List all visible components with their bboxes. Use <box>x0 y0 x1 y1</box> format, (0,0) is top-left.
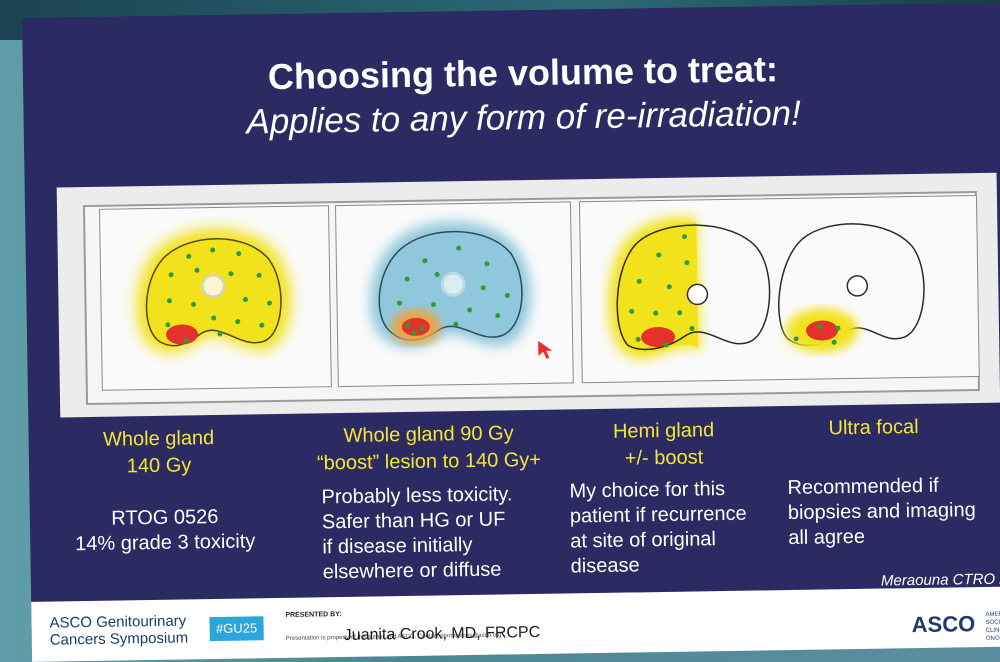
hemi-dose-fill <box>617 222 699 352</box>
desc-whole-gland-boost: Probably less toxicity. Safer than HG or… <box>321 482 553 586</box>
urethra <box>200 273 226 299</box>
symposium-logo: ASCO Genitourinary Cancers Symposium <box>49 612 188 648</box>
asco-sub-line: AMERICAN SOCIETY OF <box>985 611 1000 626</box>
diagram-whole-gland <box>99 205 332 391</box>
focal-illustrations <box>608 217 925 359</box>
desc-line: Recommended if <box>787 474 939 500</box>
label-line: +/- boost <box>624 446 704 470</box>
asco-sub-line: CLINICAL ONCOLOGY <box>985 627 1000 642</box>
label-hemi-gland: Hemi gland +/- boost <box>578 417 749 474</box>
cursor-arrow-icon <box>538 340 553 359</box>
lesion-red <box>401 317 430 336</box>
seeds-hemi <box>629 234 695 348</box>
desc-line: at site of original <box>570 528 717 553</box>
seeds <box>165 247 273 343</box>
desc-line: Probably less toxicity. <box>321 483 513 509</box>
desc-line: 14% grade 3 toxicity <box>75 530 256 556</box>
lesion-focal <box>806 320 839 341</box>
label-line: Ultra focal <box>828 415 919 440</box>
diagram-panel <box>56 172 1000 418</box>
urethra-focal <box>846 275 869 297</box>
presenter-name: Juanita Crook, MD, FRCPC <box>343 623 541 645</box>
diagram-whole-gland-boost <box>334 201 574 388</box>
urethra <box>440 271 466 297</box>
desc-line: My choice for this <box>569 478 726 503</box>
desc-line: RTOG 0526 <box>111 505 219 530</box>
label-line: Whole gland <box>102 427 215 451</box>
lesion-red <box>165 324 198 345</box>
whole-gland-boost-illustration <box>370 221 532 348</box>
desc-hemi-gland: My choice for this patient if recurrence… <box>569 476 781 579</box>
hashtag-badge: #GU25 <box>209 616 264 642</box>
slide-footer: ASCO Genitourinary Cancers Symposium #GU… <box>31 586 1000 662</box>
label-line: Whole gland 90 Gy <box>343 422 514 447</box>
slide: Choosing the volume to treat: Applies to… <box>22 2 1000 662</box>
asco-logo: ASCO <box>911 611 976 638</box>
desc-line: Safer than HG or UF <box>321 508 506 534</box>
desc-line: disease <box>570 554 640 578</box>
label-whole-gland: Whole gland 140 Gy <box>68 424 249 481</box>
org-line: ASCO Genitourinary <box>49 612 187 632</box>
label-line: “boost” lesion to 140 Gy+ <box>316 448 542 475</box>
label-line: 140 Gy <box>126 454 192 478</box>
whole-gland-illustration <box>136 228 291 354</box>
seeds <box>397 245 510 336</box>
label-ultra-focal: Ultra focal <box>788 413 958 443</box>
prostate-outline-hemi <box>616 224 771 351</box>
desc-whole-gland: RTOG 0526 14% grade 3 toxicity <box>50 504 281 558</box>
label-line: Hemi gland <box>612 419 715 443</box>
presented-by-label: PRESENTED BY: <box>285 611 342 619</box>
desc-ultra-focal: Recommended if biopsies and imaging all … <box>787 472 1000 551</box>
asco-logo-subtext: AMERICAN SOCIETY OF CLINICAL ONCOLOGY <box>985 610 1000 643</box>
desc-line: biopsies and imaging <box>787 499 976 525</box>
desc-line: all agree <box>788 525 866 550</box>
label-whole-gland-boost: Whole gland 90 Gy “boost” lesion to 140 … <box>298 420 559 478</box>
desc-line: if disease initially <box>322 533 473 559</box>
desc-line: patient if recurrence <box>569 502 747 528</box>
org-line: Cancers Symposium <box>49 629 189 649</box>
urethra-hemi <box>686 283 709 306</box>
diagram-focal-group <box>578 195 980 384</box>
seeds-focal <box>793 324 841 345</box>
lesion-hemi <box>641 327 676 348</box>
desc-line: elsewhere or diffuse <box>322 558 502 584</box>
